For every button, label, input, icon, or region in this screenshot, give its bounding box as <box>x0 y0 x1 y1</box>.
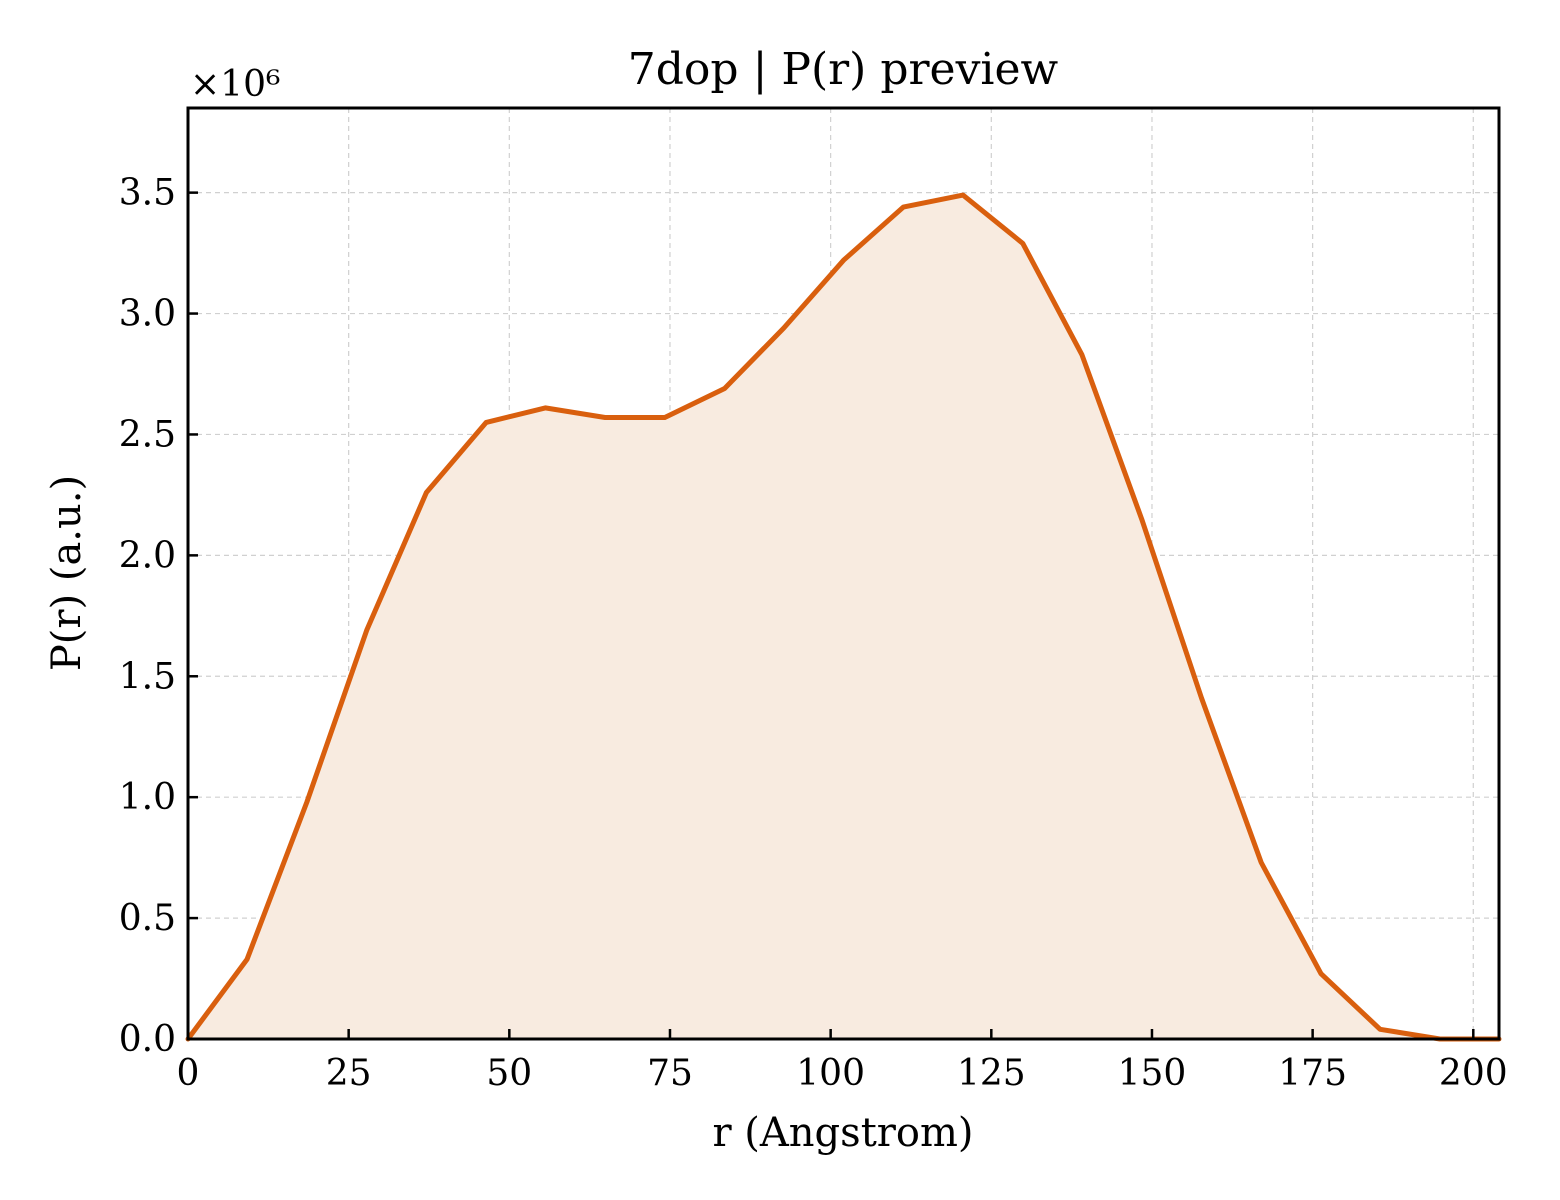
chart-title: 7dop | P(r) preview <box>628 44 1059 95</box>
x-tick-label: 100 <box>796 1053 865 1094</box>
y-tick-label: 0.0 <box>119 1019 176 1060</box>
plot-frame <box>186 106 1501 1041</box>
x-tick-label: 150 <box>1118 1053 1187 1094</box>
y-tick-label: 2.5 <box>119 414 176 455</box>
x-tick-label: 0 <box>177 1053 200 1094</box>
y-tick-label: 1.5 <box>119 656 176 697</box>
x-tick-label: 75 <box>647 1053 693 1094</box>
y-multiplier-label: ×10⁶ <box>190 64 280 105</box>
y-tick-label: 3.5 <box>119 173 176 214</box>
x-axis-label: r (Angstrom) <box>712 1110 973 1156</box>
x-tick-label: 200 <box>1439 1053 1508 1094</box>
x-tick-label: 25 <box>326 1053 372 1094</box>
y-tick-label: 1.0 <box>119 777 176 818</box>
y-tick-label: 3.0 <box>119 294 176 335</box>
y-axis-label: P(r) (a.u.) <box>44 475 90 671</box>
y-tick-label: 0.5 <box>119 898 176 939</box>
x-tick-label: 50 <box>486 1053 532 1094</box>
y-tick-label: 2.0 <box>119 535 176 576</box>
pr-series-line <box>185 192 1502 1042</box>
x-tick-label: 125 <box>957 1053 1026 1094</box>
axis-ticks: 0 25 50 75 100 125 150 175 200 0.0 0.5 1.0 1.5 2.0 2.5… <box>119 173 1508 1094</box>
x-tick-label: 175 <box>1278 1053 1347 1094</box>
pr-area-fill <box>188 195 1499 1040</box>
